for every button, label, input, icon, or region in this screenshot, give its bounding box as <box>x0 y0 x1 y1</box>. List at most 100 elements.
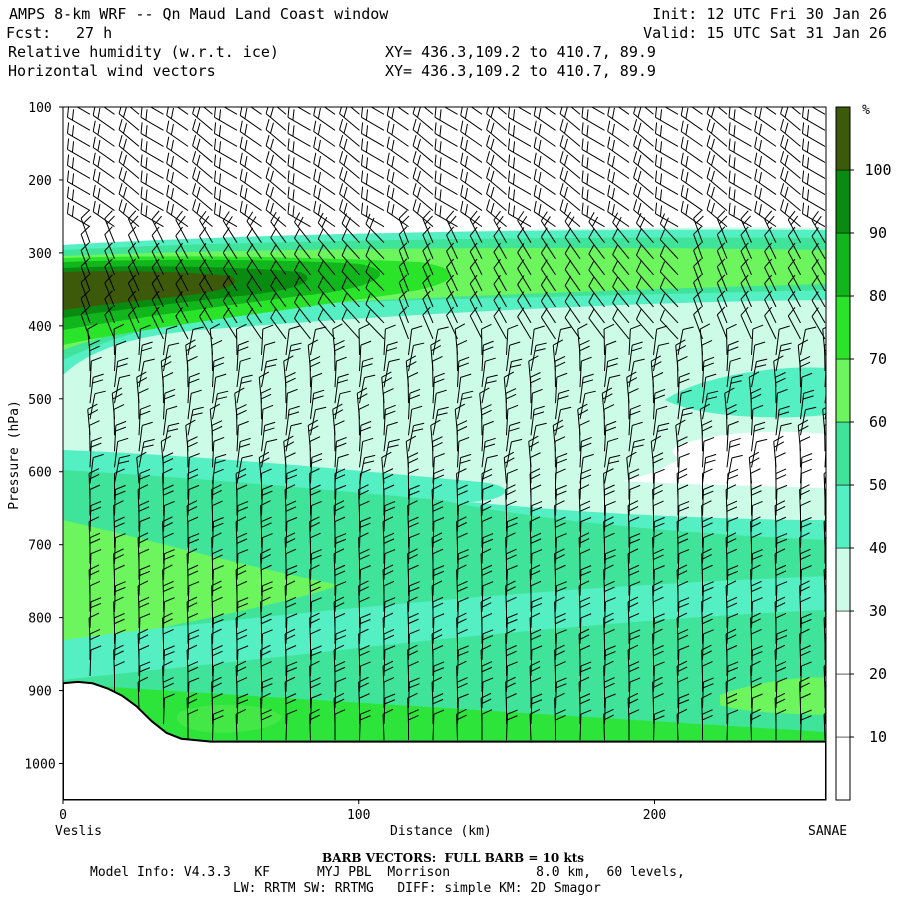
wind-barb <box>285 325 300 356</box>
wind-barb <box>151 210 164 243</box>
wind-barb <box>579 709 592 741</box>
wind-barb <box>261 581 273 612</box>
forecast-hour-label: Fcst: <box>6 24 52 42</box>
wind-barb <box>432 372 445 404</box>
wind-barb <box>800 645 811 676</box>
wind-barb <box>540 307 556 340</box>
colorbar-frame <box>835 106 851 801</box>
wind-barb <box>386 168 409 195</box>
wind-barb <box>382 708 394 741</box>
wind-barb <box>285 548 297 580</box>
y-tick-label: 100 <box>28 101 51 116</box>
wind-barb <box>540 259 556 292</box>
wind-barb <box>824 553 826 580</box>
wind-barb <box>118 183 140 211</box>
wind-barb <box>432 661 445 693</box>
wind-barb <box>66 154 91 179</box>
wind-barb <box>604 454 621 484</box>
wind-barb <box>138 565 151 596</box>
wind-barb <box>359 437 374 468</box>
init-time: Init: 12 UTC Fri 30 Jan 26 <box>652 5 887 23</box>
wind-barb <box>654 107 679 131</box>
wind-barb <box>446 242 458 275</box>
wind-barb <box>469 226 483 259</box>
wind-barb <box>506 709 518 741</box>
wind-barb <box>339 107 360 131</box>
colorbar-swatch <box>835 358 851 423</box>
wind-barb <box>555 468 566 500</box>
wind-barb <box>162 372 174 404</box>
wind-barb <box>187 709 199 741</box>
wind-barb <box>751 677 762 709</box>
wind-barb <box>422 226 434 259</box>
wind-barb <box>383 580 395 612</box>
wind-barb <box>787 242 801 276</box>
wind-barb <box>334 533 347 564</box>
wind-barb <box>677 500 690 532</box>
wind-barb <box>628 612 640 644</box>
wind-barb <box>162 452 174 484</box>
wind-barb <box>310 532 321 564</box>
wind-barb <box>811 291 826 324</box>
wind-barb <box>775 709 787 741</box>
wind-barb <box>187 533 200 564</box>
wind-barb <box>265 118 287 147</box>
wind-barb <box>801 186 826 212</box>
wind-barb <box>740 258 752 292</box>
wind-barb <box>359 613 371 644</box>
wind-barb <box>780 107 801 131</box>
wind-barb <box>604 420 617 452</box>
wind-barb <box>457 532 468 564</box>
wind-barb <box>726 323 737 356</box>
wind-barb <box>360 138 385 163</box>
wind-barb <box>603 708 614 741</box>
wind-barb <box>824 632 826 660</box>
wind-barb <box>800 613 812 644</box>
wind-barb <box>540 227 556 260</box>
wind-barb <box>434 202 458 228</box>
wind-barb <box>383 324 396 356</box>
wind-barb <box>740 226 752 259</box>
wind-barb <box>422 258 434 292</box>
wind-barb <box>138 596 150 628</box>
wind-barb <box>652 452 664 484</box>
wind-barb <box>460 152 483 179</box>
wind-barb <box>780 135 801 163</box>
right-location-label: SANAE <box>808 824 848 839</box>
wind-barb <box>199 210 213 243</box>
wind-barb <box>359 693 370 725</box>
wind-barb <box>579 661 592 693</box>
wind-barb <box>313 152 336 179</box>
wind-barb <box>365 245 385 276</box>
wind-barb <box>383 532 395 564</box>
wind-barb <box>555 709 566 741</box>
wind-barb <box>446 290 458 324</box>
wind-barb <box>310 484 321 516</box>
wind-barb <box>261 677 273 709</box>
wind-barb <box>612 260 630 292</box>
wind-barb <box>386 136 409 163</box>
wind-barb <box>486 199 507 228</box>
wind-barb <box>635 228 654 260</box>
wind-barb <box>359 420 372 452</box>
wind-barb <box>751 341 766 372</box>
wind-barb <box>285 709 298 741</box>
wind-barb <box>533 120 556 147</box>
wind-barb <box>114 661 125 693</box>
wind-barb <box>628 709 640 741</box>
wind-barb <box>212 373 227 404</box>
wind-barb <box>607 184 630 211</box>
wind-barb <box>127 226 140 259</box>
wind-barb <box>456 420 468 452</box>
colorbar-swatch <box>835 106 851 171</box>
wind-barb <box>457 356 470 388</box>
wind-barb <box>199 291 213 324</box>
wind-barb <box>422 210 434 243</box>
wind-barb <box>564 243 581 276</box>
wind-barb <box>359 500 370 532</box>
wind-barb <box>187 612 199 644</box>
wind-barb <box>506 421 521 452</box>
wind-barb <box>432 709 445 741</box>
wind-barb <box>222 211 238 243</box>
wind-barb <box>166 120 189 147</box>
